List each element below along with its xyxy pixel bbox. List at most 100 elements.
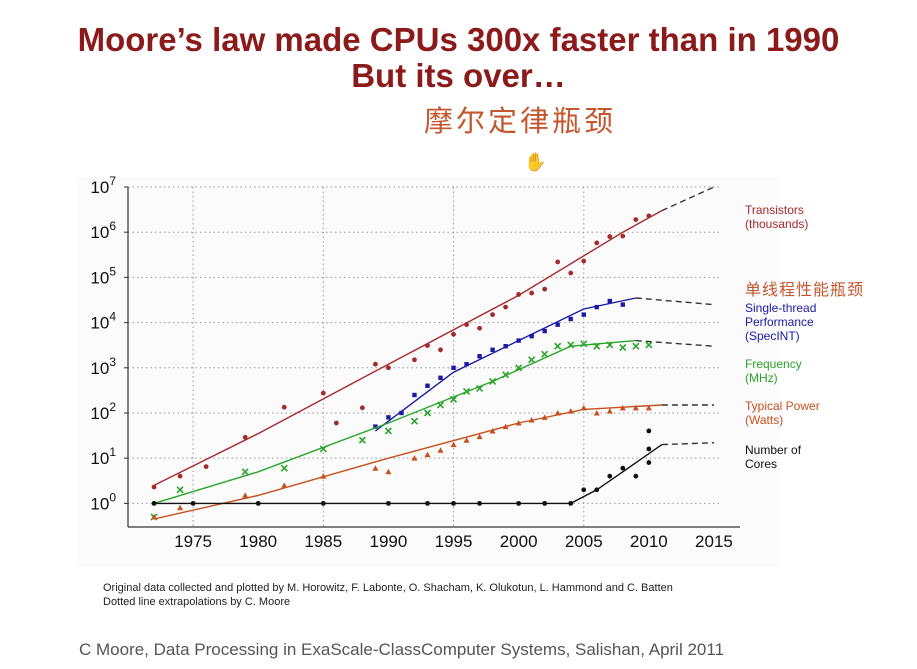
series-0-point-3	[242, 434, 248, 440]
series-4-point-12	[594, 487, 600, 493]
series-0-point-17	[503, 304, 509, 310]
series-1-point-15	[568, 316, 573, 322]
series-4-point-9	[542, 500, 548, 506]
x-tick-label-5: 2000	[500, 532, 538, 551]
series-1-point-11	[516, 338, 521, 343]
series-3-point-16	[528, 416, 535, 423]
series-2-point-21	[593, 342, 601, 350]
series-0-point-11	[425, 343, 430, 348]
series-0-point-20	[542, 286, 548, 292]
series-4-point-4	[386, 500, 391, 506]
series-4-point-7	[477, 500, 482, 506]
series-1-point-5	[438, 375, 443, 381]
series-0-point-25	[607, 234, 613, 239]
series-4-point-14	[620, 465, 626, 471]
series-2-point-15	[515, 364, 523, 372]
series-0-point-13	[451, 331, 456, 337]
series-4-point-6	[451, 500, 456, 506]
series-0-point-23	[581, 258, 587, 264]
series-2-point-13	[489, 377, 497, 385]
series-2-point-25	[645, 341, 653, 349]
series-1-point-3	[412, 392, 417, 398]
series-0-point-0	[151, 484, 157, 490]
series-3-point-9	[437, 447, 444, 453]
series-3-point-20	[580, 404, 587, 411]
x-tick-label-6: 2005	[565, 532, 603, 551]
series-1-point-12	[529, 333, 534, 339]
series-3-point-19	[567, 408, 574, 414]
y-tick-label-2: 102	[90, 400, 116, 423]
series-4-point-17	[646, 446, 652, 452]
series-0	[151, 186, 715, 490]
series-1-point-19	[620, 302, 626, 307]
series-4-point-8	[516, 500, 522, 506]
series-4-point-10	[568, 500, 574, 506]
series-1-point-0	[373, 424, 378, 429]
legend-label-series-2: Frequency (MHz)	[745, 357, 802, 385]
series-0-point-22	[568, 270, 574, 276]
series-4-extrapolation-line	[661, 442, 715, 446]
series-2-point-1	[176, 486, 184, 494]
series-4	[151, 428, 715, 506]
series-1-point-4	[425, 383, 430, 388]
series-2-point-7	[410, 417, 419, 425]
x-tick-label-0: 1975	[174, 532, 212, 551]
series-1-point-8	[477, 354, 482, 359]
series-0-point-9	[386, 365, 391, 371]
series-0-point-7	[359, 405, 365, 411]
series-3-point-24	[632, 404, 639, 411]
legend-label-series-0: Transistors (thousands)	[745, 203, 809, 231]
slide-footer-citation: C Moore, Data Processing in ExaScale-Cla…	[79, 640, 725, 659]
y-tick-label-4: 104	[90, 310, 116, 333]
x-tick-label-2: 1985	[304, 532, 342, 551]
series-0-point-16	[490, 312, 495, 318]
series-2-point-6	[384, 427, 392, 435]
series-0-point-1	[177, 473, 183, 479]
series-1-point-10	[503, 344, 508, 349]
series-1-point-16	[581, 312, 586, 317]
series-4-point-18	[646, 428, 652, 434]
series-4-point-2	[255, 500, 261, 506]
legend-label-series-3: Typical Power (Watts)	[745, 399, 820, 427]
series-2-point-22	[606, 341, 614, 349]
series-3-point-2	[242, 492, 249, 498]
series-2-extrapolation-line	[635, 339, 715, 347]
series-2-point-24	[632, 342, 640, 350]
series-0-point-2	[203, 464, 209, 470]
series-3-point-21	[593, 409, 600, 416]
series-2-point-12	[476, 384, 484, 392]
series-2-point-20	[580, 340, 588, 348]
series-3-trend-line	[153, 404, 662, 520]
series-1-point-13	[542, 328, 547, 334]
series-1-point-7	[464, 362, 469, 367]
series-2-point-11	[462, 387, 471, 395]
series-0-point-5	[320, 390, 326, 396]
slide-title-line2: But its over…	[351, 57, 566, 94]
series-4-point-3	[320, 500, 326, 506]
series-1-point-18	[607, 298, 612, 304]
series-1-point-1	[386, 415, 391, 420]
x-tick-label-7: 2010	[630, 532, 668, 551]
series-2-point-5	[358, 436, 366, 444]
series-0-point-26	[620, 233, 626, 239]
plot-background	[78, 177, 780, 567]
series-4-point-15	[633, 473, 639, 479]
series-4-point-1	[190, 500, 196, 506]
handwritten-annotation-moores-law-bottleneck: 摩尔定律瓶颈	[424, 104, 617, 138]
series-3-point-4	[320, 473, 327, 479]
series-0-point-21	[555, 259, 561, 265]
series-2-point-18	[554, 342, 562, 350]
series-4-point-16	[646, 460, 652, 465]
series-0-point-14	[464, 322, 469, 328]
series-3-point-3	[281, 482, 288, 488]
extrapolation-credit-line: Dotted line extrapolations by C. Moore	[103, 596, 291, 608]
series-0-point-24	[594, 240, 600, 246]
series-0-point-8	[373, 361, 378, 367]
series-4-point-0	[151, 500, 157, 506]
legend-label-series-4: Number of Cores	[745, 443, 802, 471]
series-3-point-7	[411, 455, 418, 461]
y-tick-label-5: 105	[90, 264, 116, 287]
series-3-point-25	[645, 404, 652, 411]
series-2-point-9	[436, 401, 445, 409]
